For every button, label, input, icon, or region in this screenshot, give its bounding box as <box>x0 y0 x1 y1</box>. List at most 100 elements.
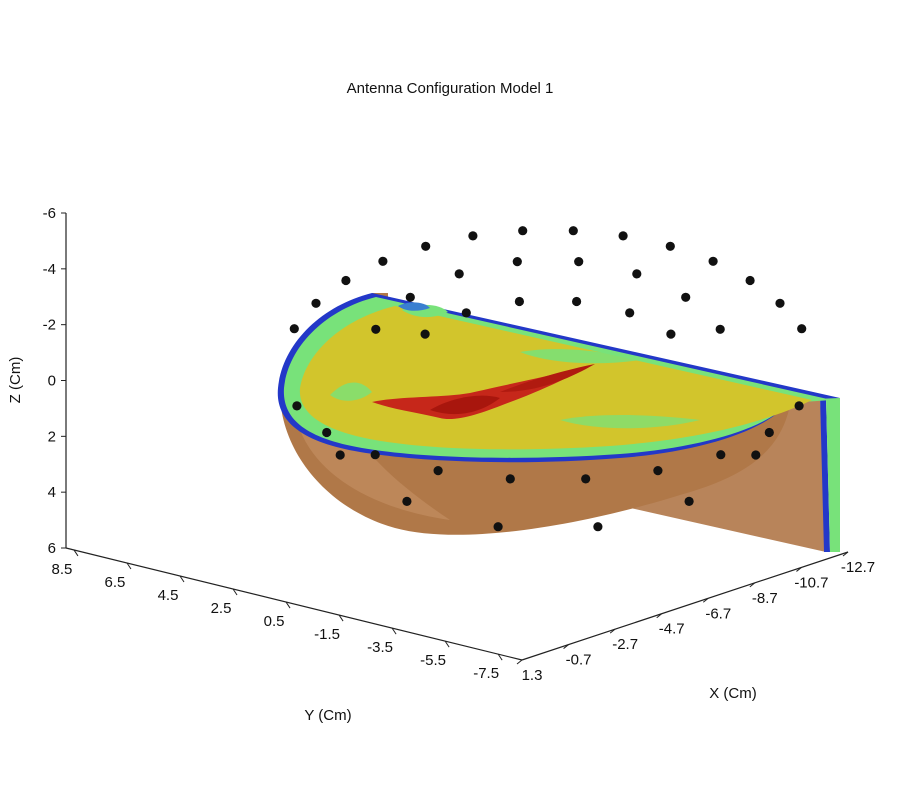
antenna-marker <box>666 329 676 339</box>
y-tick-mark <box>73 549 79 557</box>
y-axis-ticks: 8.5 6.5 4.5 2.5 0.5 -1.5 -3.5 -5.5 -7.5 <box>52 549 503 682</box>
antenna-marker <box>716 450 726 460</box>
x-tick-label: -12.7 <box>841 559 875 576</box>
antenna-marker <box>454 269 464 279</box>
antenna-marker <box>568 226 578 236</box>
antenna-marker <box>421 241 431 251</box>
z-tick-label: 0 <box>48 373 56 390</box>
y-tick-mark <box>444 640 450 648</box>
x-axis-label: X (Cm) <box>709 685 757 702</box>
antenna-marker <box>581 474 591 484</box>
antenna-marker <box>775 298 785 308</box>
antenna-marker <box>461 308 471 318</box>
antenna-marker <box>512 257 522 267</box>
x-tick-mark <box>609 628 616 634</box>
slab-edge-blue <box>820 395 830 552</box>
antenna-marker <box>322 427 332 438</box>
antenna-marker <box>593 522 603 532</box>
antenna-marker <box>751 450 761 460</box>
antenna-marker <box>665 241 675 251</box>
x-tick-label: -6.7 <box>705 605 731 622</box>
antenna-marker <box>420 329 430 339</box>
x-tick-mark <box>749 582 756 588</box>
antenna-marker <box>797 324 807 334</box>
z-tick-label: 4 <box>48 484 56 501</box>
z-tick-label: 2 <box>48 428 56 445</box>
antenna-marker <box>514 296 525 307</box>
y-axis-line <box>65 547 523 661</box>
y-tick-mark <box>285 601 291 609</box>
antenna-marker <box>371 324 381 334</box>
tumor-region <box>372 364 595 420</box>
antenna-marker <box>653 466 663 476</box>
antenna-marker <box>794 401 804 411</box>
antenna-marker <box>681 292 691 302</box>
slab-edge-green <box>826 398 840 552</box>
antenna-marker <box>745 275 755 286</box>
antenna-marker <box>518 226 528 236</box>
x-tick-label: -2.7 <box>612 636 638 653</box>
x-tick-label: 1.3 <box>522 667 543 684</box>
blue-patch <box>398 302 430 311</box>
antenna-marker <box>468 231 478 241</box>
z-tick-label: 6 <box>48 540 56 557</box>
x-tick-mark <box>842 551 849 557</box>
z-tick-label: -2 <box>43 317 56 334</box>
antenna-marker <box>433 466 443 476</box>
antenna-marker <box>505 474 515 484</box>
x-tick-mark <box>656 613 663 619</box>
y-tick-mark <box>497 653 503 661</box>
y-tick-mark <box>126 562 132 570</box>
y-tick-label: 0.5 <box>264 613 285 630</box>
x-tick-label: -4.7 <box>659 621 685 638</box>
antenna-marker <box>572 296 582 307</box>
antenna-marker <box>493 522 503 532</box>
green-patch-2 <box>330 382 372 401</box>
antenna-marker <box>402 496 412 506</box>
y-tick-label: 8.5 <box>52 561 73 578</box>
y-tick-label: 6.5 <box>105 574 126 591</box>
y-tick-mark <box>179 575 185 583</box>
antenna-marker <box>292 401 302 411</box>
z-tick-label: -6 <box>43 205 56 222</box>
antenna-marker <box>708 256 718 266</box>
z-tick-label: -4 <box>43 261 56 278</box>
antenna-marker <box>370 450 380 460</box>
antenna-marker <box>378 256 388 266</box>
x-tick-label: -8.7 <box>752 590 778 607</box>
y-tick-mark <box>338 614 344 622</box>
x-tick-mark <box>796 567 802 572</box>
z-axis-ticks: -6 -4 -2 0 2 4 6 <box>43 205 66 557</box>
antenna-marker <box>289 324 299 334</box>
y-tick-label: -5.5 <box>420 652 446 669</box>
antenna-marker <box>684 496 694 506</box>
antenna-marker <box>405 292 415 302</box>
z-axis-label: Z (Cm) <box>7 357 24 404</box>
x-tick-mark <box>516 659 523 665</box>
antenna-marker <box>311 298 321 308</box>
antenna-marker <box>625 308 635 318</box>
y-axis-label: Y (Cm) <box>304 707 351 724</box>
antenna-marker <box>715 324 725 334</box>
x-tick-mark <box>563 644 569 649</box>
antenna-marker <box>574 257 584 267</box>
green-patch-3 <box>560 415 700 429</box>
antenna-marker <box>632 269 642 279</box>
antenna-array <box>289 226 807 532</box>
antenna-marker <box>335 450 345 460</box>
y-tick-label: 2.5 <box>211 600 232 617</box>
x-tick-label: -10.7 <box>794 574 828 591</box>
x-tick-mark <box>702 597 709 603</box>
antenna-marker <box>341 275 351 286</box>
y-tick-mark <box>391 627 397 635</box>
x-axis-ticks: 1.3 -0.7 -2.7 -4.7 -6.7 -8.7 -10.7 -12.7 <box>516 551 875 684</box>
y-tick-label: 4.5 <box>158 587 179 604</box>
x-tick-label: -0.7 <box>566 652 592 669</box>
antenna-marker <box>618 231 628 241</box>
chart-title: Antenna Configuration Model 1 <box>347 80 554 97</box>
y-tick-mark <box>232 588 238 596</box>
green-patch-1 <box>520 349 640 364</box>
antenna-marker <box>764 427 774 438</box>
y-tick-label: -3.5 <box>367 639 393 656</box>
